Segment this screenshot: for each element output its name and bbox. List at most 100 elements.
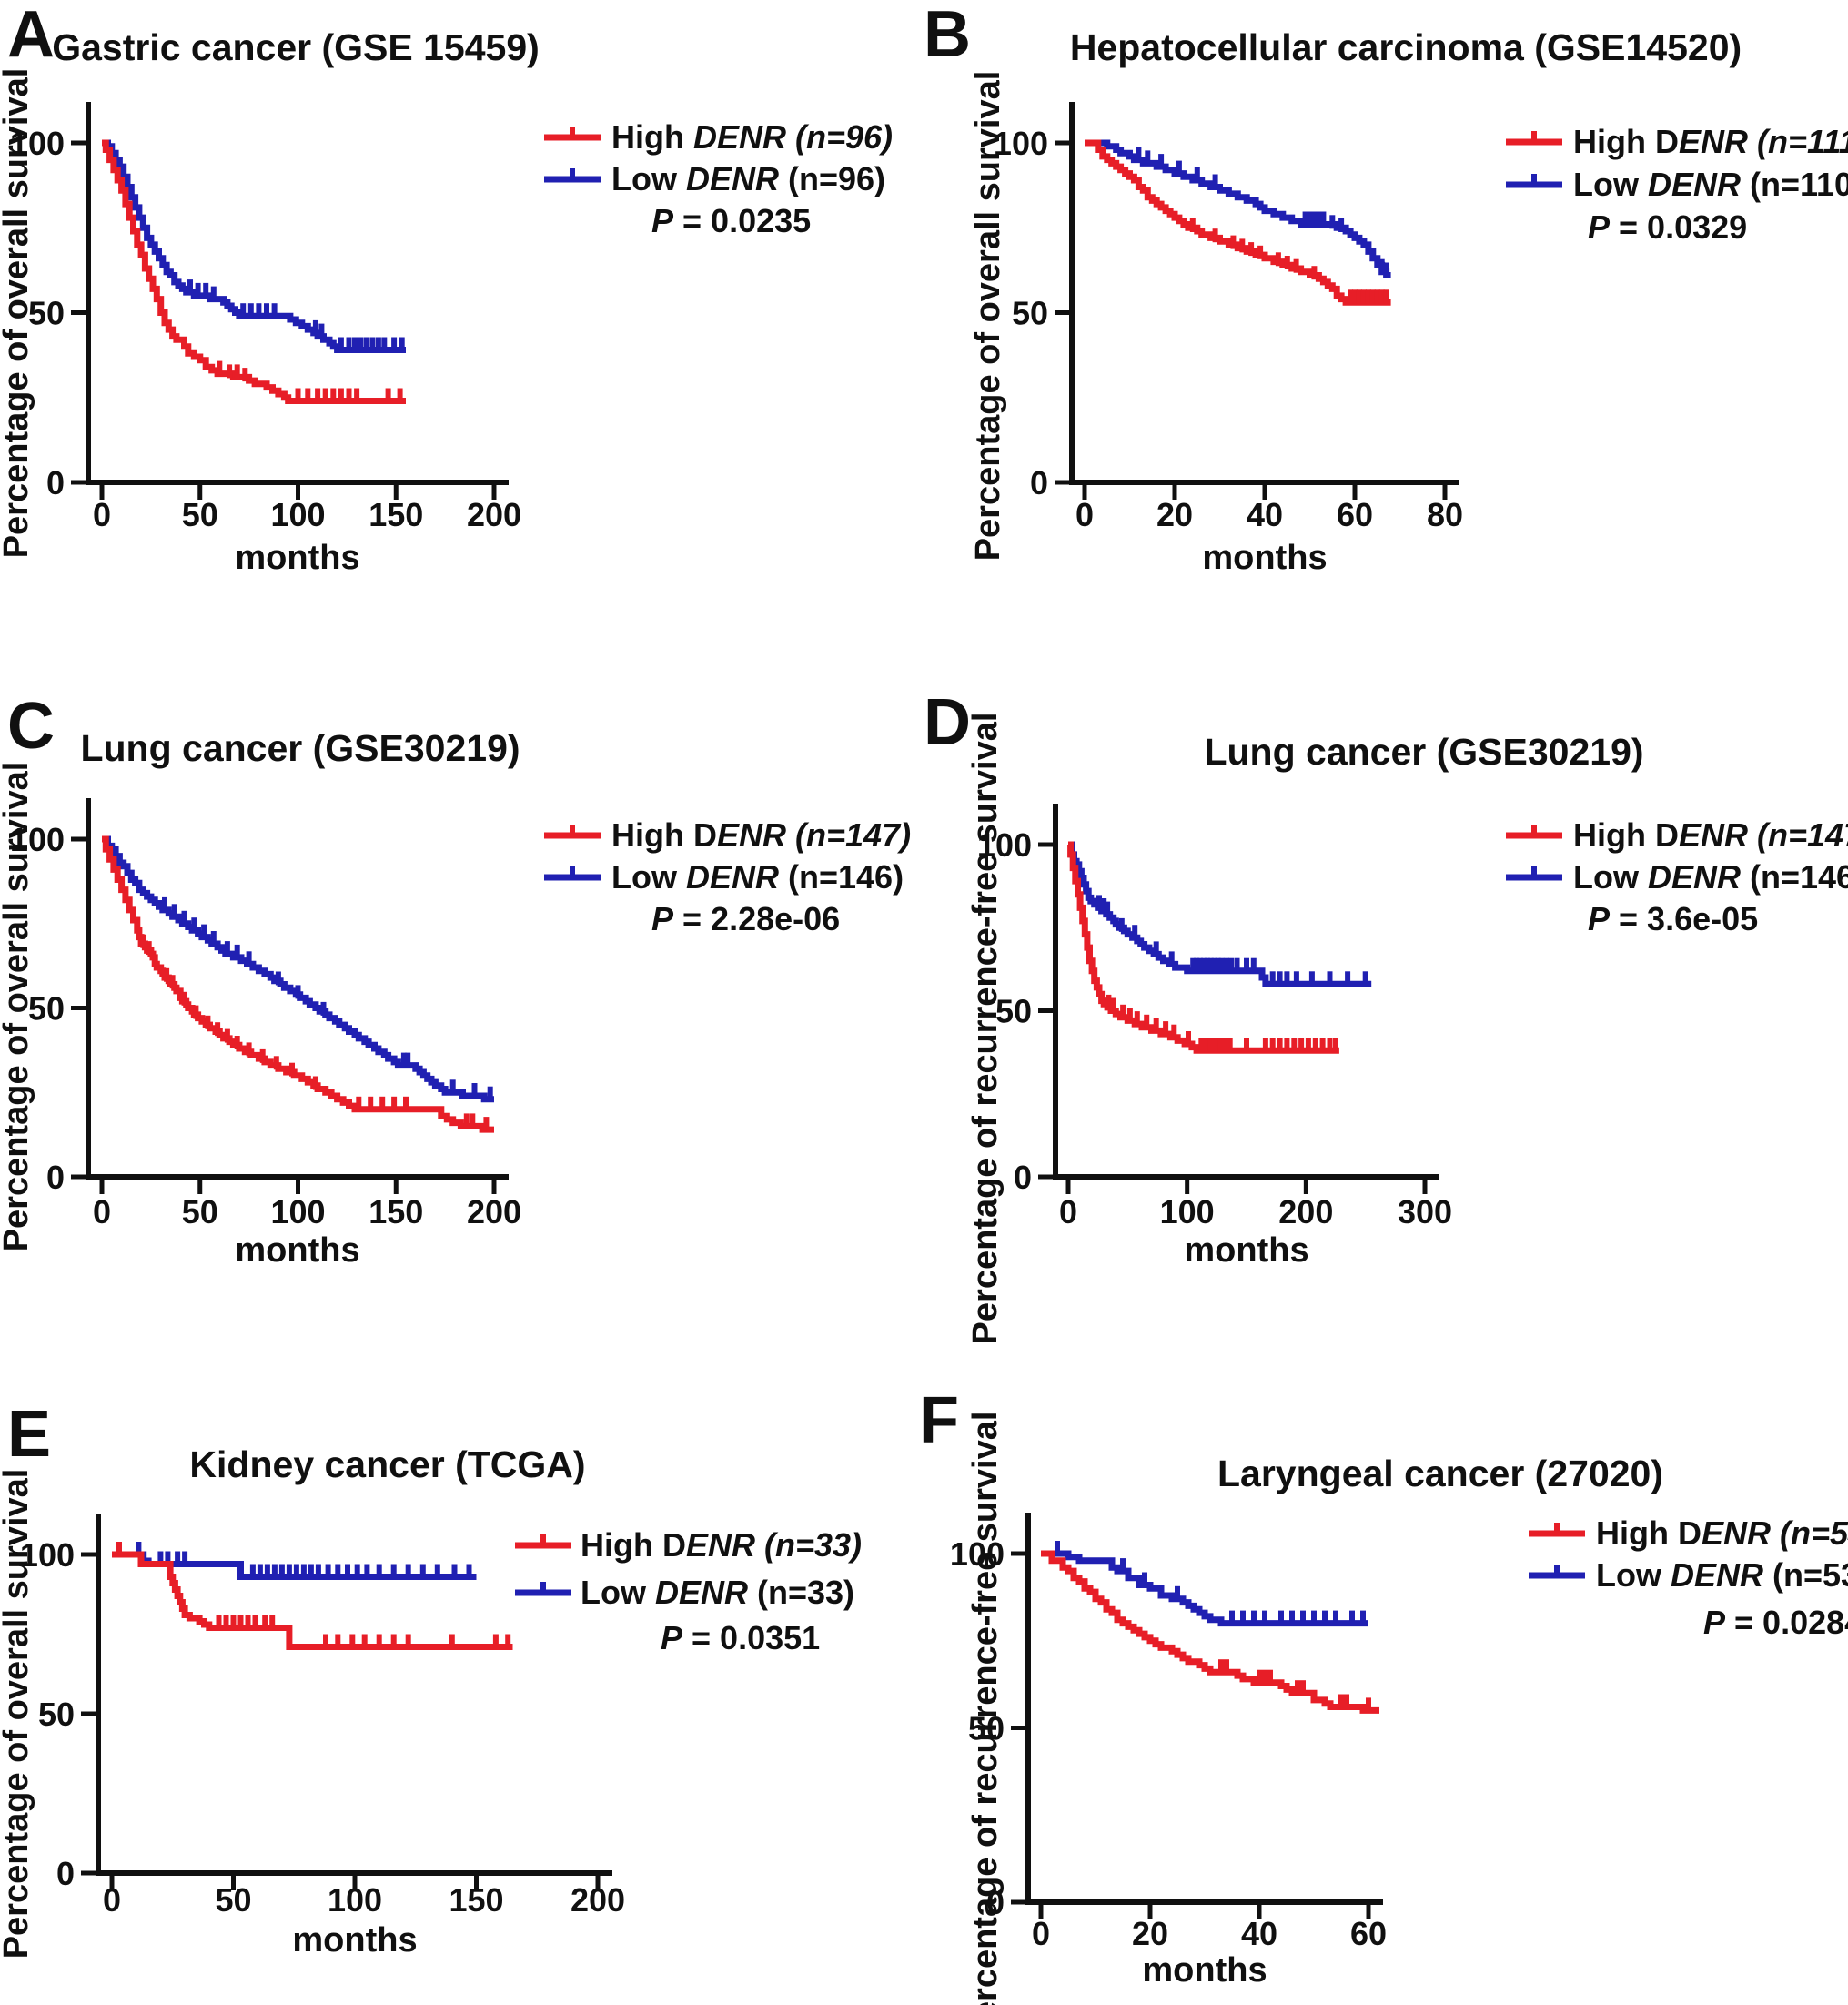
legend-label-low: Low DENR (n=96) (611, 160, 885, 197)
panel-F-svg: F Laryngeal cancer (27020) Percentage of r… (919, 1384, 1848, 2005)
y-tick-label: 0 (1014, 1159, 1032, 1196)
y-axis-label: Percentage of recurrence-free survival (966, 1412, 1005, 2005)
panel-D-svg: D Lung cancer (GSE30219) Percentage of rec… (924, 692, 1848, 1345)
y-tick-label: 0 (986, 1884, 1005, 1921)
p-value-part: = 2.28e-06 (673, 900, 840, 937)
legend-label-part: High (611, 118, 693, 156)
legend-label-part: Low (1596, 1556, 1671, 1594)
p-value-part: = 0.0284 (1725, 1604, 1848, 1641)
x-tick-label: 200 (467, 1193, 521, 1230)
x-tick-label: 0 (93, 496, 111, 533)
legend-label-part: ENR (686, 1526, 755, 1564)
legend-label-part: High D (1573, 123, 1679, 160)
x-tick-label: 0 (93, 1193, 111, 1230)
km-curve-high (102, 139, 406, 404)
p-value-label: P = 0.0235 (651, 202, 811, 239)
y-axis-label: Percentage of overall survival (0, 762, 35, 1252)
km-curve-low (1085, 139, 1391, 278)
y-axis-label: Percentage of overall survival (0, 1469, 35, 1959)
legend-label-part: High D (611, 816, 717, 854)
x-axis-label: months (292, 1921, 417, 1959)
x-tick-label: 80 (1427, 496, 1463, 533)
y-axis-label: Percentage of overall survival (0, 68, 35, 559)
legend-label-part: (n=111) (1748, 123, 1848, 160)
legend-label-high: High DENR (n=147) (611, 816, 911, 854)
x-tick-label: 100 (270, 1193, 325, 1230)
panel-B-svg: B Hepatocellular carcinoma (GSE14520) Perc… (924, 0, 1848, 577)
legend-label-part: (n=147) (1748, 816, 1848, 854)
x-tick-label: 60 (1337, 496, 1373, 533)
panel-letter: C (7, 692, 55, 763)
y-tick-label: 0 (46, 464, 65, 501)
x-tick-label: 20 (1156, 496, 1193, 533)
y-tick-label: 100 (20, 1536, 75, 1574)
p-value-part: P (651, 900, 674, 937)
legend-label-part: (n=96) (786, 118, 893, 156)
panel-D: D Lung cancer (GSE30219) Percentage of rec… (919, 692, 1848, 1356)
y-tick-label: 50 (38, 1696, 75, 1733)
km-curve-high (1041, 1550, 1379, 1714)
x-tick-label: 150 (369, 496, 423, 533)
x-tick-label: 150 (449, 1881, 503, 1919)
x-tick-label: 20 (1132, 1915, 1168, 1952)
km-curve-low (1041, 1550, 1368, 1627)
x-tick-label: 0 (1032, 1915, 1050, 1952)
km-curve-low (102, 139, 406, 353)
legend-label-high: High DENR (n=33) (581, 1526, 862, 1564)
y-tick-label: 50 (28, 295, 65, 332)
x-tick-label: 0 (1059, 1193, 1077, 1230)
legend-label-part: ENR (1679, 123, 1748, 160)
legend-label-part: DENR (686, 858, 779, 896)
x-tick-label: 0 (1075, 496, 1094, 533)
p-value-part: P (1588, 208, 1611, 246)
x-tick-label: 200 (571, 1881, 625, 1919)
y-tick-label: 100 (950, 1535, 1005, 1573)
panel-letter: F (919, 1384, 959, 1457)
x-tick-label: 50 (182, 496, 218, 533)
legend-label-part: High D (581, 1526, 686, 1564)
x-tick-label: 200 (467, 496, 521, 533)
km-curve-high (112, 1551, 513, 1650)
legend-label-low: Low DENR (n=53) (1596, 1556, 1848, 1594)
legend-label-part: DENR (1648, 166, 1741, 203)
p-value-label: P = 0.0284 (1703, 1604, 1848, 1641)
panel-C: C Lung cancer (GSE30219) Percentage of ove… (0, 692, 919, 1356)
legend-label-part: DENR (1671, 1556, 1763, 1594)
legend-label-part: (n=33) (755, 1526, 862, 1564)
legend-label-part: Low (581, 1574, 655, 1611)
x-tick-label: 100 (328, 1881, 382, 1919)
x-tick-label: 0 (103, 1881, 121, 1919)
y-axis-label: Percentage of recurrence-free survival (966, 713, 1005, 1345)
panel-F: F Laryngeal cancer (27020) Percentage of r… (919, 1356, 1848, 2005)
legend-label-part: DENR (693, 118, 786, 156)
x-axis-label: months (235, 539, 359, 577)
panel-letter: E (7, 1398, 51, 1471)
x-tick-label: 100 (270, 496, 325, 533)
y-tick-label: 100 (994, 125, 1048, 162)
y-tick-label: 100 (10, 821, 65, 858)
legend-label-part: (n=53) (1763, 1556, 1848, 1594)
legend-label-part: (n=147) (786, 816, 911, 854)
panel-letter: B (924, 0, 971, 71)
legend-label-part: DENR (655, 1574, 748, 1611)
x-tick-label: 200 (1278, 1193, 1333, 1230)
legend-label-part: Low (1573, 858, 1648, 896)
panel-letter: A (7, 0, 55, 71)
x-axis-label: months (1202, 539, 1327, 577)
p-value-part: P (1588, 900, 1611, 937)
p-value-part: P (1703, 1604, 1726, 1641)
legend-label-high: High DENR (n=96) (611, 118, 893, 156)
p-value-label: P = 2.28e-06 (651, 900, 840, 937)
legend-label-part: High D (1596, 1514, 1702, 1552)
x-tick-label: 60 (1350, 1915, 1387, 1952)
p-value-label: P = 0.0351 (661, 1619, 820, 1656)
p-value-part: = 0.0235 (673, 202, 811, 239)
panel-B: B Hepatocellular carcinoma (GSE14520) Perc… (919, 0, 1848, 692)
chart-title: Lung cancer (GSE30219) (80, 727, 520, 769)
y-tick-label: 0 (46, 1159, 65, 1196)
legend-label-part: ENR (717, 816, 786, 854)
km-curve-high (1067, 841, 1339, 1054)
y-tick-label: 100 (977, 826, 1032, 864)
y-tick-label: 50 (28, 990, 65, 1028)
